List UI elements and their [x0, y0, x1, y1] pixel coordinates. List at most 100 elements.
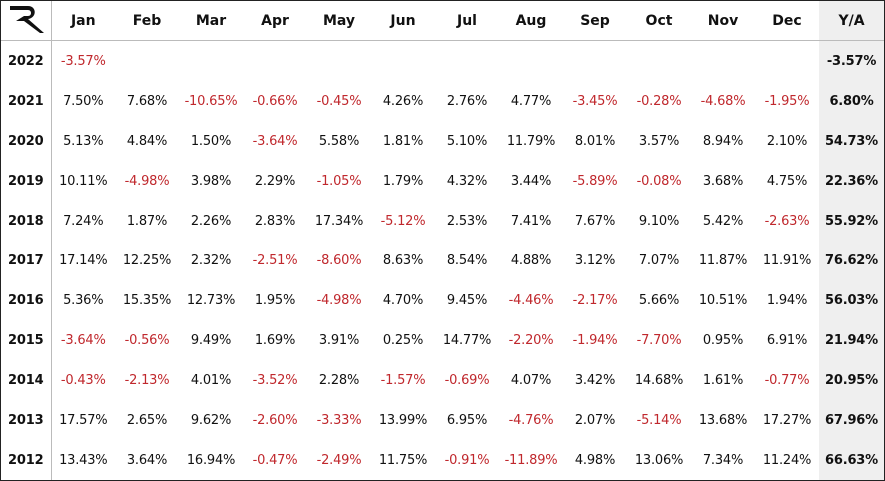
month-return: 17.34%	[314, 213, 364, 229]
month-return: -4.76%	[508, 412, 554, 428]
month-return: 17.57%	[59, 412, 108, 428]
month-return: 7.34%	[702, 452, 744, 468]
yearly-total: 56.03%	[819, 280, 884, 321]
month-return: 4.84%	[126, 133, 168, 149]
month-return: 7.24%	[63, 213, 104, 229]
empty-cell	[691, 41, 755, 82]
month-return: -0.43%	[60, 372, 106, 388]
month-return: 7.68%	[126, 94, 168, 110]
month-return: 8.63%	[382, 253, 424, 269]
month-return: 4.32%	[446, 173, 488, 189]
month-return: 9.45%	[446, 293, 488, 309]
month-header: Dec	[755, 1, 819, 41]
month-return: 3.68%	[702, 173, 744, 189]
month-return: 5.58%	[318, 133, 360, 149]
month-return: -3.57%	[60, 53, 106, 69]
month-return: -10.65%	[184, 94, 238, 110]
month-return: 2.32%	[190, 253, 232, 269]
month-return: -4.98%	[124, 173, 170, 189]
year-row: 2016 5.36% 15.35% 12.73% 1.95% -4.98% 4.70% 9.4…	[1, 280, 884, 321]
yearly-total: 55.92%	[819, 201, 884, 241]
month-return: -0.56%	[124, 333, 170, 349]
month-return: 7.07%	[638, 253, 680, 269]
month-return: -0.08%	[636, 173, 682, 189]
month-return: 2.26%	[190, 213, 232, 229]
empty-cell	[307, 41, 371, 82]
month-return: -8.60%	[316, 253, 362, 269]
empty-cell	[499, 41, 563, 82]
month-header: Apr	[243, 1, 307, 41]
month-return: -3.33%	[316, 412, 362, 428]
month-header: Oct	[627, 1, 691, 41]
empty-cell	[243, 41, 307, 82]
month-return: 4.26%	[382, 94, 424, 110]
month-return: -1.94%	[572, 333, 618, 349]
month-return: -1.57%	[380, 372, 426, 388]
month-return: 11.91%	[762, 253, 812, 269]
month-return: 1.94%	[766, 293, 808, 309]
month-return: 1.95%	[254, 293, 296, 309]
month-return: 2.53%	[446, 213, 488, 229]
empty-cell	[371, 41, 435, 82]
month-return: -2.20%	[508, 333, 554, 349]
month-return: 16.94%	[186, 452, 236, 468]
month-return: -2.63%	[764, 213, 810, 229]
month-header: Jun	[371, 1, 435, 41]
year-label: 2018	[1, 201, 52, 241]
month-return: -0.45%	[316, 94, 362, 110]
month-return: 1.81%	[382, 133, 424, 149]
month-return: 4.98%	[574, 452, 616, 468]
year-label: 2020	[1, 121, 52, 162]
month-return: 1.79%	[382, 173, 424, 189]
month-header: May	[307, 1, 371, 41]
year-label: 2021	[1, 81, 52, 122]
month-return: 9.62%	[190, 412, 232, 428]
yearly-total: 76.62%	[819, 240, 884, 281]
year-label: 2014	[1, 360, 52, 401]
month-return: 4.01%	[190, 372, 232, 388]
month-return: 3.44%	[510, 173, 552, 189]
month-return: -5.89%	[572, 173, 618, 189]
month-return: 9.10%	[638, 213, 680, 229]
month-return: 13.06%	[634, 452, 684, 468]
empty-cell	[435, 41, 499, 82]
month-return: 2.10%	[766, 133, 808, 149]
month-return: 2.07%	[574, 412, 616, 428]
empty-cell	[563, 41, 627, 82]
month-return: -0.77%	[764, 372, 810, 388]
month-return: -3.52%	[252, 372, 298, 388]
month-return: 2.65%	[126, 412, 168, 428]
year-row: 2020 5.13% 4.84% 1.50% -3.64% 5.58% 1.81% 5.10%…	[1, 121, 884, 162]
month-header: Mar	[179, 1, 243, 41]
month-return: 5.10%	[446, 133, 488, 149]
month-return: 4.88%	[510, 253, 552, 269]
year-label: 2017	[1, 240, 52, 281]
yearly-total: 67.96%	[819, 400, 884, 441]
yearly-total: 20.95%	[819, 360, 884, 401]
month-return: 5.42%	[702, 213, 744, 229]
month-header: Jul	[435, 1, 499, 41]
empty-cell	[755, 41, 819, 82]
month-return: 13.68%	[698, 412, 748, 428]
month-header: Aug	[499, 1, 563, 41]
month-return: -2.13%	[124, 372, 170, 388]
month-header: Jan	[51, 1, 115, 41]
month-return: 3.98%	[190, 173, 232, 189]
month-return: 3.42%	[574, 372, 616, 388]
month-return: -1.95%	[764, 94, 810, 110]
year-label: 2013	[1, 400, 52, 441]
year-label: 2012	[1, 440, 52, 480]
month-return: -2.49%	[316, 452, 362, 468]
month-return: 14.68%	[634, 372, 684, 388]
month-header: Sep	[563, 1, 627, 41]
month-return: 8.94%	[702, 133, 744, 149]
month-return: 13.99%	[378, 412, 428, 428]
year-row: 2019 10.11% -4.98% 3.98% 2.29% -1.05% 1.79% 4.3…	[1, 161, 884, 202]
month-return: 1.69%	[254, 333, 296, 349]
month-return: 3.57%	[638, 133, 680, 149]
month-return: 2.29%	[254, 173, 296, 189]
month-return: -4.68%	[700, 94, 746, 110]
month-return: 12.25%	[122, 253, 172, 269]
